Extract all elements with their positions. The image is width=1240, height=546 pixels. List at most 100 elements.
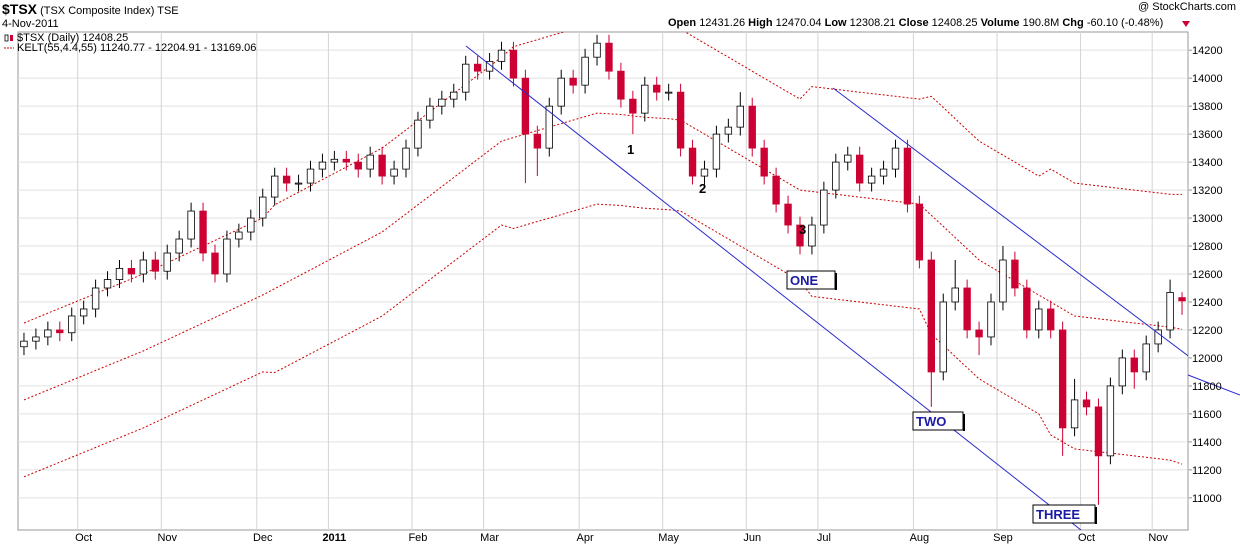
candle-body: [127, 268, 136, 275]
candle-body: [939, 301, 947, 373]
grid: [18, 32, 1192, 530]
x-tick-label: Nov: [157, 532, 177, 544]
x-tick-label: Jun: [743, 532, 761, 544]
candle-body: [1106, 385, 1115, 457]
candle-body: [282, 175, 291, 184]
candle-body: [402, 147, 410, 170]
candle-body: [438, 98, 446, 107]
keltner-band: [23, 112, 1183, 401]
candle-body: [724, 126, 733, 135]
candle-body: [676, 91, 685, 149]
candle-body: [342, 158, 350, 163]
candle-body: [629, 98, 637, 114]
candle-body: [748, 105, 756, 149]
x-tick-label: Apr: [577, 532, 594, 544]
legend-value: 11240.77: [100, 42, 145, 54]
legend-value: 12408.25: [82, 32, 128, 44]
candle-body: [1130, 357, 1138, 373]
candle-body: [1082, 399, 1091, 408]
candle-body: [44, 329, 52, 338]
candle-body: [963, 287, 971, 331]
annotation: 2: [699, 181, 706, 196]
x-tick-label: Aug: [910, 532, 930, 544]
x-tick-label: Nov: [1148, 532, 1168, 544]
candle-body: [617, 70, 625, 100]
y-tick-label: 11600: [1192, 409, 1222, 421]
name: (TSX Composite Index) TSE: [40, 5, 179, 17]
candle-body: [545, 105, 553, 149]
y-tick-label: 13800: [1192, 101, 1223, 113]
candle-body: [641, 84, 649, 114]
candle-body: [593, 42, 601, 58]
y-tick-label: 12800: [1192, 241, 1223, 253]
candle-body: [664, 91, 673, 94]
y-tick-label: 12400: [1192, 297, 1223, 309]
candle-body: [581, 56, 589, 86]
trendlines: [465, 45, 1188, 530]
candle-body: [223, 238, 231, 275]
candle-body: [68, 315, 76, 334]
candle-body: [103, 279, 112, 289]
candle-body: [1023, 287, 1031, 331]
change-arrow: [1182, 21, 1190, 27]
y-tick-label: 13600: [1192, 129, 1223, 141]
candle-body: [1058, 329, 1067, 429]
separator: -: [204, 42, 208, 54]
candle-body: [1011, 259, 1019, 289]
label: Close: [899, 17, 929, 29]
candle-body: [712, 133, 721, 170]
label: Low: [825, 17, 847, 29]
candle-body: [32, 336, 40, 342]
candle-body: [306, 168, 315, 184]
symbol: $TSX: [2, 1, 38, 17]
candle-body: [378, 154, 386, 177]
value: 12431.26: [699, 17, 745, 29]
y-tick-label: 11400: [1192, 437, 1222, 449]
candle-body: [844, 154, 852, 163]
label: Open: [668, 17, 696, 29]
candle-body: [975, 329, 983, 338]
candle-body: [867, 175, 876, 184]
candle-body: [557, 77, 565, 107]
candle-body: [330, 158, 339, 163]
x-tick-label: Sep: [993, 532, 1013, 544]
annotation: THREE: [1036, 507, 1080, 522]
candle-body: [808, 224, 816, 247]
candle-body: [736, 105, 744, 128]
candle-body: [235, 231, 243, 240]
candle-body: [259, 196, 267, 219]
candle-body: [1118, 357, 1127, 387]
annotation: 1: [627, 142, 634, 157]
y-tick-label: 11200: [1192, 465, 1222, 477]
candle-body: [151, 259, 159, 272]
candle-body: [987, 301, 995, 338]
candle-body: [1154, 329, 1162, 345]
bands: [23, 32, 1183, 478]
candle-body: [163, 252, 171, 272]
y-tick-label: 13400: [1192, 157, 1223, 169]
legend-label: $TSX (Daily): [17, 32, 79, 44]
candle-body: [903, 147, 912, 205]
date: 4-Nov-2011: [2, 18, 59, 30]
candle-body: [760, 147, 768, 177]
candle-body: [1047, 308, 1055, 331]
value: 12470.04: [776, 17, 822, 29]
candle-body: [927, 259, 935, 373]
candle-body: [187, 210, 195, 240]
candle-body: [1094, 406, 1103, 457]
candle-body: [473, 63, 482, 72]
candle-body: [832, 161, 840, 191]
annotation: 3: [799, 222, 806, 237]
trendline: [832, 87, 1188, 357]
candle-body: [497, 49, 506, 62]
candle-body: [1166, 292, 1174, 331]
y-tick-label: 14200: [1192, 45, 1223, 57]
candle-body: [688, 147, 697, 177]
candle-body: [653, 84, 661, 93]
candle-body: [915, 203, 924, 261]
label: High: [748, 17, 773, 29]
candle-body: [426, 105, 434, 121]
legend-entry: $TSX (Daily) 12408.25: [17, 32, 128, 44]
y-tick-label: 11800: [1192, 381, 1222, 393]
header-quote: Open 12431.26 High 12470.04 Low 12308.21…: [668, 17, 1163, 29]
